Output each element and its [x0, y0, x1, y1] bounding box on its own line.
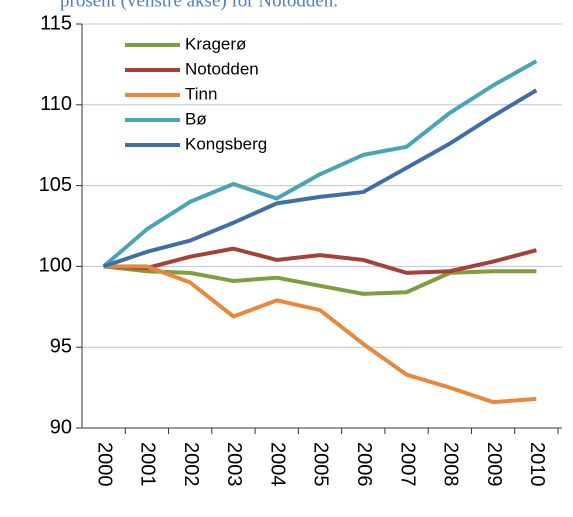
y-tick-label: 105: [39, 174, 72, 196]
caption: prosent (venstre akse) for Notodden.: [60, 0, 338, 11]
x-tick-label: 2003: [223, 442, 245, 487]
x-tick-label: 2008: [440, 442, 462, 487]
x-tick-label: 2010: [526, 442, 548, 487]
x-tick-label: 2001: [137, 442, 159, 487]
legend-label: Kragerø: [185, 34, 246, 53]
series-line: [102, 88, 538, 269]
x-tick-label: 2002: [180, 442, 202, 487]
x-tick-label: 2004: [266, 442, 288, 487]
legend-label: Bø: [185, 109, 207, 128]
series-line: [102, 59, 538, 268]
series-line: [103, 264, 537, 405]
legend-label: Tinn: [185, 84, 217, 103]
legend-label: Notodden: [185, 59, 259, 78]
series-line: [103, 246, 537, 275]
y-tick-label: 110: [40, 93, 72, 115]
legend-label: Kongsberg: [185, 134, 267, 153]
y-tick-label: 100: [39, 255, 72, 277]
x-tick-label: 2006: [353, 442, 375, 487]
series-line: [103, 264, 537, 296]
x-tick-label: 2005: [310, 442, 332, 487]
x-tick-label: 2000: [93, 442, 115, 487]
y-tick-label: 90: [50, 416, 72, 438]
y-tick-label: 95: [50, 335, 72, 357]
x-tick-label: 2009: [483, 442, 505, 487]
y-tick-label: 115: [40, 12, 72, 34]
x-tick-label: 2007: [396, 442, 418, 487]
